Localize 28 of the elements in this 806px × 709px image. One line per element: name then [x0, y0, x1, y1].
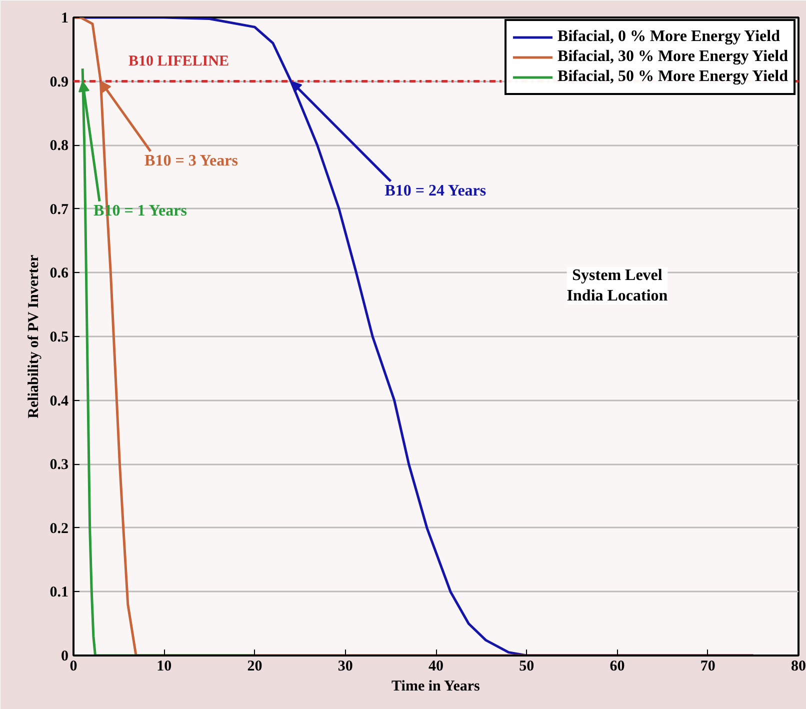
y-tick-label: 0.3	[50, 457, 68, 474]
annotation: System Level India Location	[566, 267, 668, 305]
x-tick-label: 50	[519, 658, 534, 674]
y-tick-label: 0.8	[50, 138, 68, 154]
ref-line-label: B10 LIFELINE	[128, 53, 229, 70]
y-tick-label: 0	[61, 648, 68, 664]
legend-label: Bifacial, 50 % More Energy Yield	[558, 68, 788, 86]
legend-label: Bifacial, 0 % More Energy Yield	[558, 28, 780, 46]
y-tick-label: 0.2	[50, 520, 68, 537]
x-tick-label: 10	[156, 658, 172, 674]
y-tick-label: 0.9	[50, 74, 68, 90]
y-axis-title: Reliability of PV Inverter	[26, 254, 42, 418]
y-tick-label: 0.4	[50, 393, 69, 410]
y-tick-label: 0.6	[50, 266, 69, 282]
y-tick-label: 0.5	[50, 330, 68, 346]
annotation: B10 = 24 Years	[384, 182, 486, 200]
x-tick-label: 80	[791, 658, 806, 674]
y-tick-label: 0.1	[50, 584, 68, 601]
annotation: B10 = 3 Years	[144, 152, 238, 170]
x-axis-title: Time in Years	[392, 678, 480, 694]
y-tick-label: 0.7	[50, 202, 69, 218]
x-tick-label: 60	[610, 658, 625, 674]
y-tick-label: 1	[61, 10, 68, 26]
x-tick-label: 40	[428, 658, 444, 674]
legend-label: Bifacial, 30 % More Energy Yield	[558, 48, 788, 66]
x-tick-label: 20	[247, 658, 262, 674]
x-tick-label: 30	[338, 658, 353, 674]
x-tick-label: 70	[700, 658, 716, 674]
